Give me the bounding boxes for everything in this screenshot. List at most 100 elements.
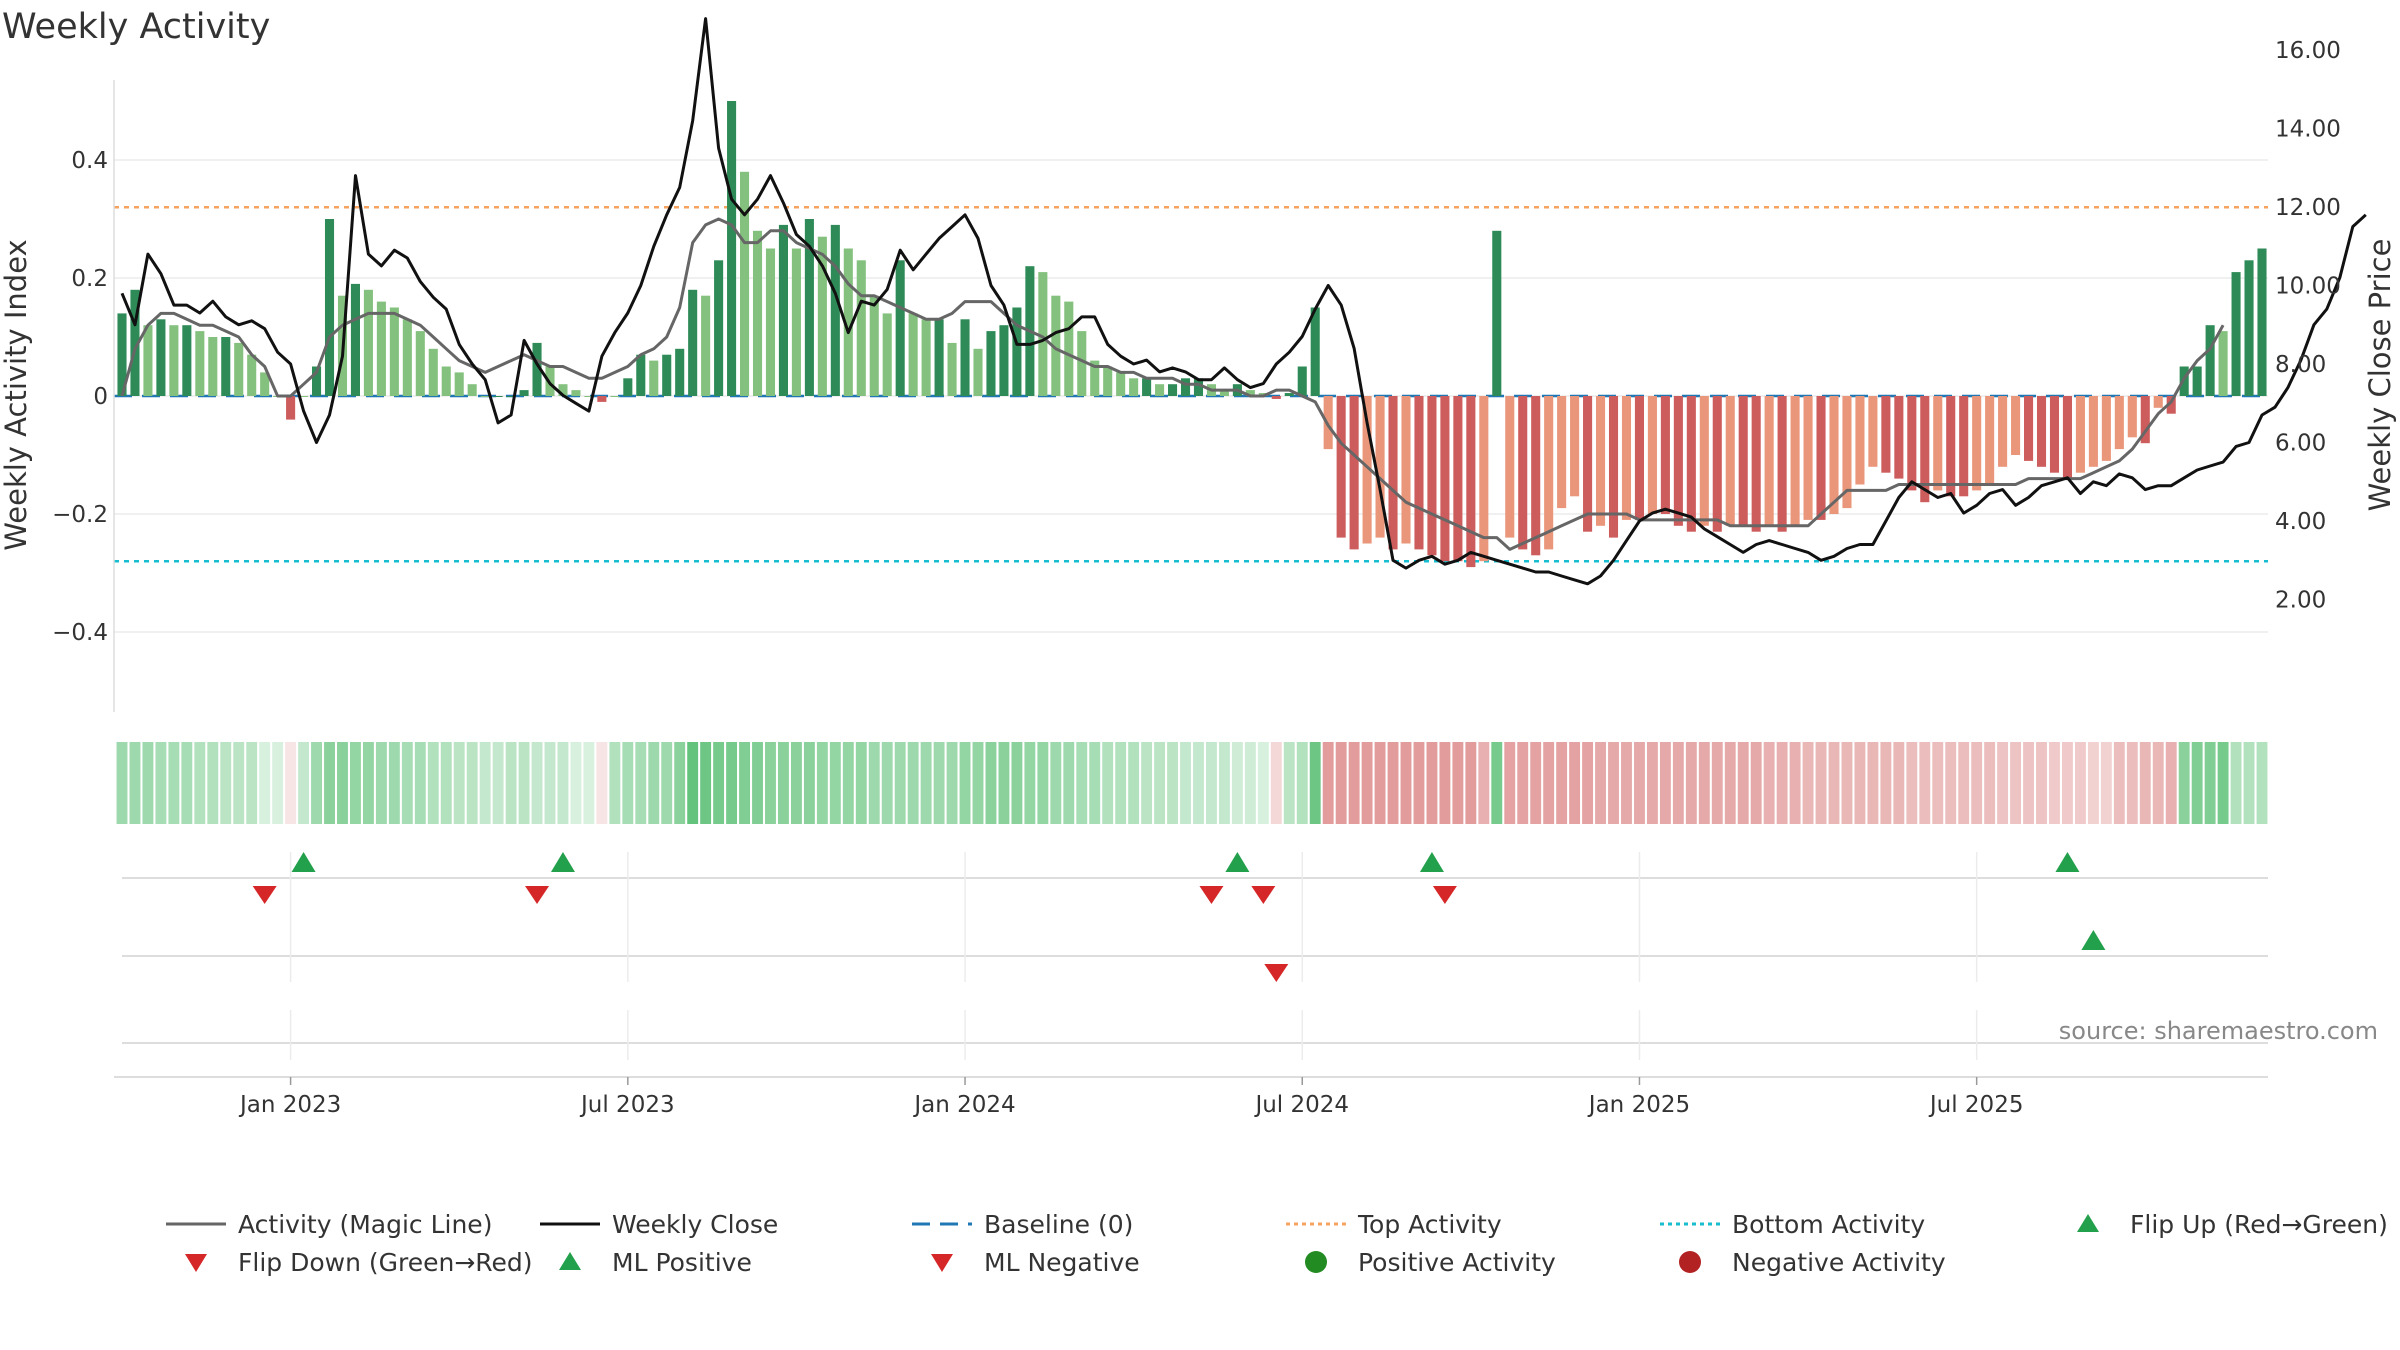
regime-cell	[1296, 742, 1308, 824]
regime-cell	[803, 742, 815, 824]
regime-cell	[1115, 742, 1127, 824]
activity-bars	[117, 101, 2267, 568]
activity-bar	[1103, 366, 1113, 396]
right-tick-label: 8.00	[2275, 352, 2326, 378]
activity-bar	[1466, 396, 1476, 568]
activity-bar	[441, 366, 451, 396]
activity-bar	[1518, 396, 1528, 550]
regime-cell	[946, 742, 958, 824]
activity-bar	[1453, 396, 1463, 562]
activity-bar	[1142, 378, 1152, 396]
regime-cell	[492, 742, 504, 824]
regime-strip	[116, 742, 2268, 824]
regime-cell	[1063, 742, 1075, 824]
activity-bar	[1388, 396, 1398, 550]
activity-bar	[143, 325, 153, 396]
regime-cell	[1841, 742, 1853, 824]
x-tick-label: Jan 2023	[238, 1092, 341, 1118]
regime-cell	[855, 742, 867, 824]
regime-cell	[2010, 742, 2022, 824]
activity-bar	[921, 319, 931, 396]
activity-bar	[402, 319, 412, 396]
activity-bar	[169, 325, 179, 396]
activity-bar	[1297, 366, 1307, 396]
left-tick-label: −0.4	[52, 620, 108, 646]
regime-cell	[1167, 742, 1178, 824]
regime-cell	[220, 742, 232, 824]
activity-bar	[1116, 372, 1126, 396]
right-tick-label: 12.00	[2275, 195, 2341, 221]
regime-cell	[998, 742, 1010, 824]
regime-cell	[1971, 742, 1983, 824]
activity-bar	[1596, 396, 1606, 526]
regime-cell	[1517, 742, 1529, 824]
regime-cell	[752, 742, 763, 824]
legend-label: Flip Up (Red→Green)	[2130, 1210, 2388, 1239]
activity-bar	[752, 230, 763, 396]
regime-cell	[1815, 742, 1827, 824]
regime-cell	[2036, 742, 2047, 824]
ml-positive-marker	[2081, 930, 2106, 950]
activity-bar	[299, 396, 309, 397]
activity-bar	[1544, 396, 1554, 550]
regime-cell	[1634, 742, 1645, 824]
regime-cell	[544, 742, 556, 824]
regime-cell	[648, 742, 660, 824]
activity-bar	[1725, 396, 1735, 526]
regime-cell	[1270, 742, 1282, 824]
regime-cell	[1763, 742, 1775, 824]
activity-bar	[467, 384, 477, 396]
regime-cell	[1906, 742, 1918, 824]
activity-bar	[2101, 396, 2111, 461]
magic-line	[120, 217, 2225, 551]
x-tick-label: Jul 2025	[1928, 1092, 2024, 1118]
regime-cell	[2152, 742, 2164, 824]
regime-cell	[2230, 742, 2242, 824]
regime-cell	[2178, 742, 2190, 824]
regime-cell	[1400, 742, 1412, 824]
activity-bar	[1284, 393, 1294, 396]
regime-cell	[1024, 742, 1036, 824]
right-tick-label: 14.00	[2275, 117, 2341, 143]
right-tick-label: 10.00	[2275, 274, 2341, 300]
regime-cell	[350, 742, 361, 824]
regime-cell	[1348, 742, 1360, 824]
legend-item: ML Negative	[931, 1248, 1140, 1277]
regime-cell	[505, 742, 517, 824]
activity-bar	[1375, 396, 1385, 538]
regime-cell	[1621, 742, 1632, 824]
legend-item: Negative Activity	[1679, 1248, 1946, 1277]
regime-cell	[298, 742, 310, 824]
regime-cell	[1154, 742, 1166, 824]
regime-cell	[2217, 742, 2229, 824]
activity-bar	[2244, 260, 2254, 396]
regime-cell	[155, 742, 167, 824]
right-tick-label: 2.00	[2275, 588, 2326, 614]
activity-bar	[1907, 396, 1917, 491]
activity-bar	[804, 219, 814, 396]
activity-bar	[1621, 396, 1632, 520]
regime-cell	[635, 742, 647, 824]
activity-bar	[1894, 396, 1904, 479]
activity-bar	[1038, 272, 1048, 396]
regime-cell	[1322, 742, 1334, 824]
legend-swatch	[185, 1254, 207, 1272]
legend-swatch	[1305, 1251, 1327, 1273]
regime-cell	[1335, 742, 1347, 824]
regime-cell	[1011, 742, 1023, 824]
regime-cell	[466, 742, 478, 824]
activity-bar	[1660, 396, 1670, 514]
activity-bar	[765, 248, 776, 396]
flip-down-marker	[525, 886, 550, 904]
activity-bar	[856, 260, 866, 396]
activity-bar	[1751, 396, 1761, 532]
activity-bar	[2062, 396, 2072, 479]
regime-cell	[518, 742, 530, 824]
legend-label: ML Negative	[984, 1248, 1140, 1277]
activity-bar	[2011, 396, 2021, 455]
activity-bar	[636, 354, 646, 396]
activity-bar	[195, 331, 205, 396]
x-tick-label: Jan 2024	[912, 1092, 1015, 1118]
activity-bar	[454, 372, 464, 396]
flip-up-marker	[291, 852, 316, 872]
